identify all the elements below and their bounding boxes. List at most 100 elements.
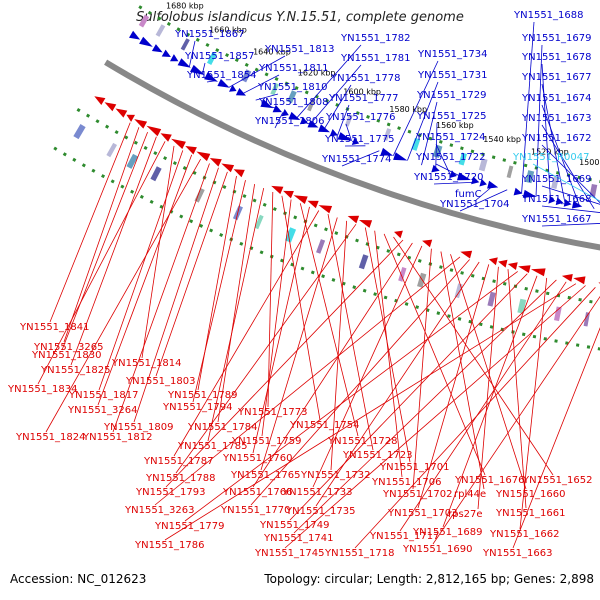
gene-label-reverse: YN1551_1702	[382, 489, 453, 500]
kbp-tick-label: 1680 kbp	[166, 1, 204, 10]
feature-block	[551, 176, 559, 189]
gene-arrow	[507, 262, 518, 270]
leader-line	[289, 273, 528, 521]
gene-arrow	[299, 116, 308, 125]
gene-label-reverse: YN1551_1841	[19, 322, 90, 333]
feature-block	[270, 82, 280, 96]
gene-label-forward: YN1551_1667	[521, 214, 592, 225]
leader-line	[206, 80, 216, 83]
gene-label-forward: YN1551_1857	[184, 51, 255, 62]
gene-label-forward: YN1551_1677	[521, 72, 592, 83]
kbp-tick-label: 1500 kbp	[579, 158, 600, 167]
leader-line	[296, 44, 362, 119]
gene-label-forward: YN1551_1854	[186, 70, 257, 81]
leader-line	[399, 281, 567, 532]
feature-block	[155, 24, 166, 37]
leader-line	[281, 195, 321, 421]
gene-label-reverse: YN1551_1745	[254, 548, 325, 559]
gene-label-reverse: YN1551_1703	[387, 508, 458, 519]
gene-label-forward: YN1551_1672	[521, 133, 592, 144]
leader-line	[330, 220, 347, 471]
figure-title: Sulfolobus islandicus Y.N.15.51, complet…	[136, 10, 464, 25]
feature-block	[411, 137, 421, 151]
leader-line	[188, 40, 196, 68]
feature-block	[589, 183, 598, 197]
gene-arrow	[449, 170, 457, 178]
leader-line	[63, 127, 140, 343]
gene-arrow	[513, 187, 523, 196]
leader-line	[284, 285, 586, 549]
kbp-tick-label: 1580 kbp	[389, 105, 427, 114]
gene-label-forward: YN1551_1673	[521, 113, 592, 124]
gene-label-reverse: YN1551_1718	[324, 548, 395, 559]
gene-arrow	[151, 44, 163, 53]
gene-label-forward: YN1551_1811	[258, 63, 329, 74]
leader-line	[252, 206, 310, 454]
gene-label-forward: YN1551_1781	[340, 53, 411, 64]
feature-block	[126, 153, 139, 169]
leader-line	[260, 217, 338, 471]
feature-block	[285, 227, 297, 243]
leader-line	[61, 131, 148, 351]
leader-line	[541, 185, 600, 205]
gene-label-reverse: YN1551_1689	[412, 527, 483, 538]
leader-line	[341, 150, 380, 167]
gene-arrow	[393, 152, 408, 161]
gene-label-forward: YN1551_1813	[264, 44, 335, 55]
leader-line	[293, 279, 557, 534]
gene-arrow	[351, 137, 360, 145]
gene-arrow	[498, 259, 508, 268]
gene-label-reverse: YN1551_1660	[495, 489, 566, 500]
gene-label-reverse: YN1551_3265	[33, 342, 104, 353]
feature-block	[358, 254, 369, 270]
gene-arrow	[337, 132, 353, 141]
leader-line	[532, 163, 600, 202]
gene-arrow	[359, 220, 373, 228]
leader-line	[507, 269, 527, 509]
gene-label-reverse: YN1551_1788	[145, 473, 216, 484]
gene-label-forward: fumC	[455, 189, 482, 200]
leader-line	[217, 184, 255, 423]
leader-line	[459, 189, 508, 212]
leader-line	[474, 185, 494, 202]
leader-line	[165, 239, 404, 488]
kbp-tick-label: 1560 kbp	[436, 121, 474, 130]
gene-label-reverse: YN1551_1652	[522, 475, 593, 486]
kbp-tick-label: 1640 kbp	[253, 48, 291, 57]
feature-block	[180, 38, 190, 51]
gene-label-reverse: YN1551_1741	[263, 533, 334, 544]
gene-arrow	[260, 99, 274, 109]
gene-label-forward: YN1551_1808	[258, 97, 329, 108]
leader-line	[45, 159, 201, 433]
gene-label-forward: YN1551_1810	[257, 82, 328, 93]
leader-line	[521, 21, 535, 194]
gene-label-reverse: YN1551_1706	[371, 477, 442, 488]
feature-block	[458, 152, 467, 166]
gene-arrow	[233, 169, 245, 178]
gene-label-forward: YN1551_1678	[521, 52, 592, 63]
kbp-tick-label: 1520 kbp	[531, 147, 569, 156]
leader-line	[512, 327, 600, 549]
gene-arrow	[209, 158, 222, 167]
feature-block	[150, 166, 162, 182]
leader-line	[141, 145, 175, 359]
feature-block	[138, 14, 150, 28]
gene-label-forward: YN1551_1806	[254, 116, 325, 127]
reverse-gene-ring	[94, 96, 600, 285]
leader-line	[450, 254, 527, 490]
gene-label-reverse: YN1551_1817	[68, 390, 139, 401]
leader-line	[433, 181, 479, 185]
gene-arrow	[422, 239, 433, 248]
gene-arrow	[522, 189, 537, 198]
kbp-tick-label: 1600 kbp	[343, 88, 381, 97]
leader-line	[207, 188, 265, 442]
gene-arrow	[487, 180, 499, 189]
gene-arrow	[190, 64, 205, 76]
feature-block	[254, 214, 264, 230]
leader-line	[354, 287, 596, 549]
feature-ring-outer	[138, 14, 598, 197]
gene-label-reverse: YN1551_1784	[187, 422, 258, 433]
gene-label-forward: YN1551_1704	[439, 199, 510, 210]
